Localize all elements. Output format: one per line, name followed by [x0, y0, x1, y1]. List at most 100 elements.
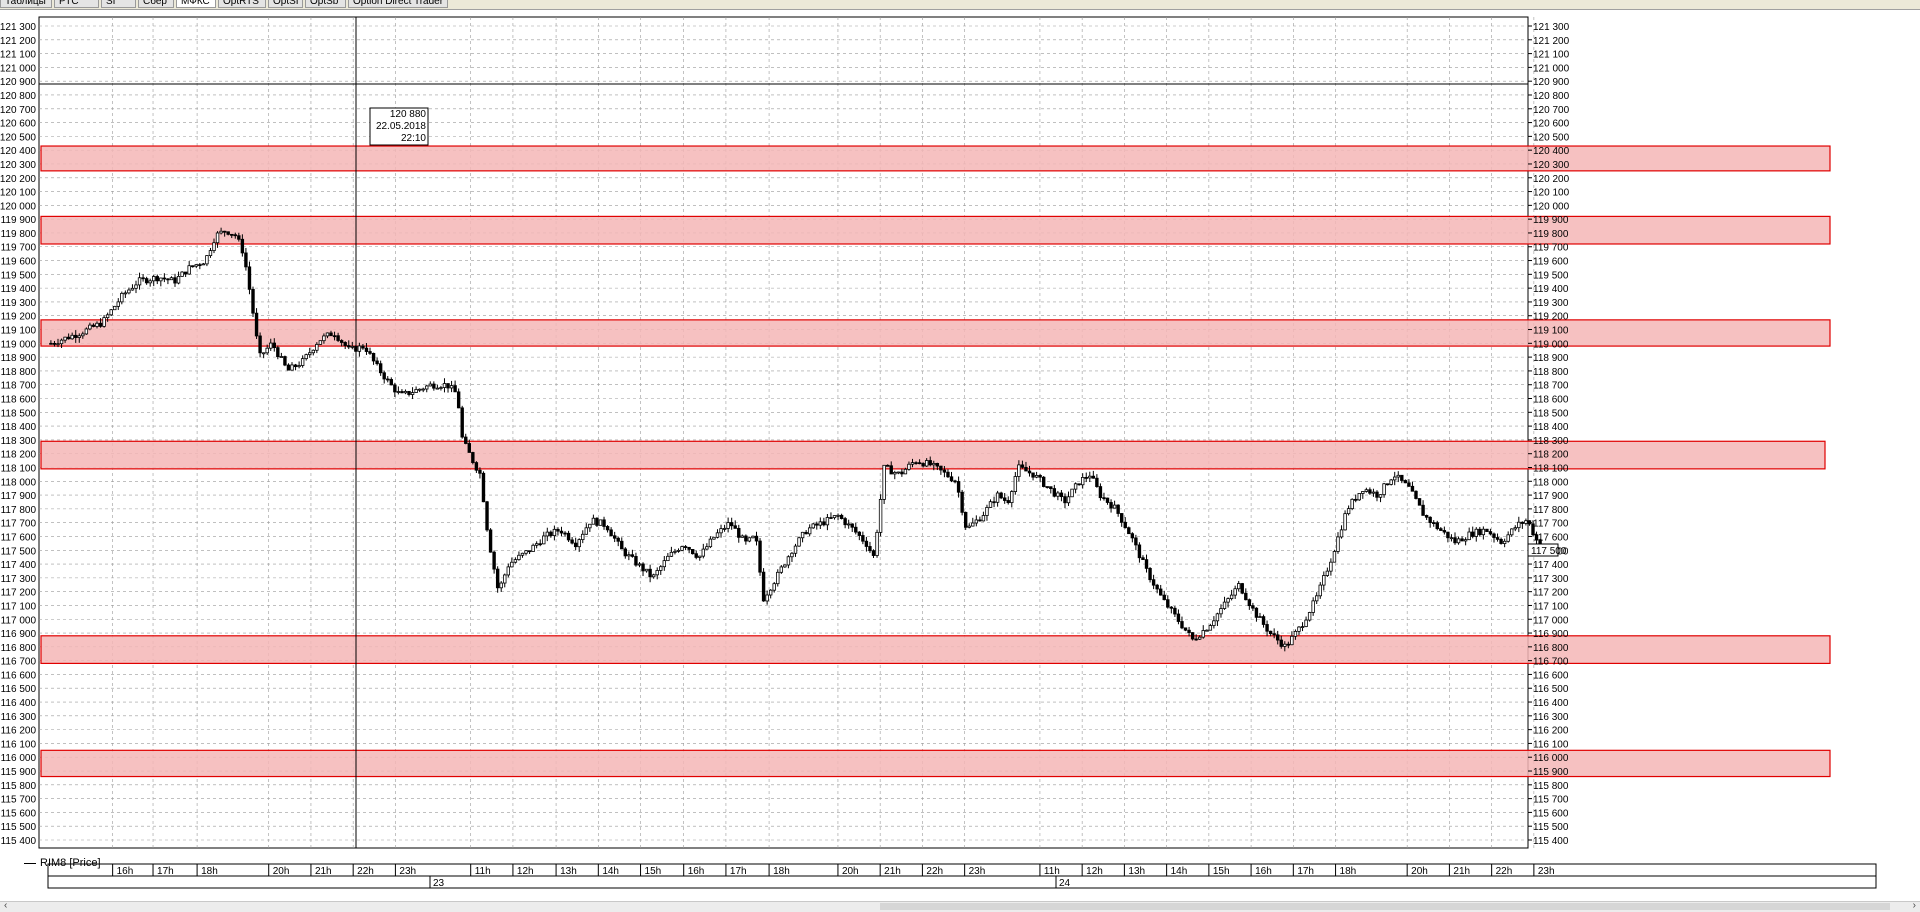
y-tick-label-right: 116 200 — [1533, 726, 1569, 737]
candle-body — [212, 242, 216, 252]
candle-body — [949, 476, 954, 482]
candle-body — [988, 501, 993, 508]
candle-body — [449, 385, 454, 389]
candle-body — [272, 342, 276, 349]
y-tick-label-right: 117 200 — [1533, 588, 1569, 599]
candle-body — [464, 436, 468, 444]
tab-6[interactable]: OptSI — [268, 0, 303, 8]
candle-body — [648, 568, 652, 578]
candle-body — [829, 517, 833, 519]
candle-body — [822, 521, 826, 526]
candle-body — [995, 492, 1000, 503]
crosshair — [39, 17, 1528, 848]
y-tick-label-right: 121 000 — [1533, 63, 1570, 74]
candle-body — [1499, 538, 1503, 544]
y-tick-label-left: 117 700 — [1, 519, 37, 530]
y-tick-label-left: 117 900 — [1, 491, 37, 502]
tab-8[interactable]: Option Direct Trader — [348, 0, 448, 8]
candle-body — [1357, 493, 1361, 501]
scroll-left-arrow-icon[interactable]: ‹ — [4, 900, 8, 911]
candle-body — [1215, 613, 1220, 622]
y-tick-label-right: 116 000 — [1533, 753, 1569, 764]
candle-body — [105, 314, 110, 319]
candle-body — [552, 528, 557, 537]
y-tick-label-right: 117 700 — [1533, 519, 1569, 530]
tab-5[interactable]: OptRTS — [218, 0, 266, 8]
candle-body — [1517, 521, 1521, 529]
candle-body — [907, 463, 911, 470]
candle-body — [1098, 486, 1103, 499]
tab-3[interactable]: Сбер — [138, 0, 174, 8]
candle-body — [1059, 492, 1064, 498]
candle-body — [290, 364, 294, 371]
y-tick-label-right: 119 800 — [1533, 229, 1569, 240]
y-tick-label-right: 120 600 — [1533, 119, 1570, 130]
candle-body — [382, 372, 386, 380]
candle-body — [864, 540, 869, 547]
candle-body — [616, 537, 620, 542]
tab-bar: Таблицы РТС SI Сбер МФКС OptRTS OptSI OptSb Opti… — [0, 0, 1920, 10]
candle-body — [1077, 483, 1081, 486]
candle-body — [183, 271, 188, 275]
candle-body — [400, 391, 404, 394]
candle-body — [1205, 629, 1209, 632]
candle-body — [971, 522, 975, 527]
y-tick-label-left: 118 100 — [1, 463, 37, 474]
candle-body — [889, 465, 893, 475]
candle-body — [378, 363, 383, 374]
candle-body — [1162, 594, 1166, 601]
scrollbar-thumb[interactable] — [880, 903, 1890, 910]
candle-body — [1410, 485, 1415, 492]
y-tick-label-right: 115 400 — [1533, 836, 1569, 847]
x-tick-label: 17h — [1297, 866, 1314, 877]
candle-body — [1144, 559, 1149, 569]
tab-4[interactable]: МФКС — [176, 0, 216, 8]
candle-body — [1116, 504, 1120, 514]
x-tick-label: 16h — [117, 866, 134, 877]
candle-body — [1166, 599, 1170, 608]
candle-body — [1031, 472, 1035, 478]
tab-1[interactable]: РТС — [54, 0, 99, 8]
candle-body — [1510, 528, 1514, 536]
level-zone — [40, 319, 1831, 347]
y-tick-label-left: 117 000 — [1, 615, 37, 626]
y-tick-label-left: 118 700 — [1, 381, 37, 392]
tab-2[interactable]: SI — [101, 0, 136, 8]
x-tick-label: 22h — [357, 866, 374, 877]
candle-body — [662, 560, 667, 568]
candle-body — [680, 546, 684, 551]
candle-body — [1524, 520, 1528, 524]
candle-body — [839, 514, 844, 519]
candle-body — [1485, 528, 1489, 532]
candle-body — [481, 472, 486, 503]
candle-body — [52, 342, 57, 345]
candle-body — [1325, 570, 1330, 576]
candle-body — [56, 343, 60, 346]
candle-body — [1190, 632, 1195, 640]
candle-body — [1534, 534, 1539, 541]
candle-body — [492, 551, 496, 570]
y-tick-label-left: 116 500 — [1, 684, 37, 695]
tab-7[interactable]: OptSb — [305, 0, 346, 8]
y-tick-label-left: 115 400 — [1, 836, 37, 847]
horizontal-scrollbar[interactable]: ‹ › — [0, 900, 1920, 912]
y-tick-label-right: 120 100 — [1533, 188, 1570, 199]
candle-body — [1442, 530, 1447, 533]
candle-body — [407, 390, 411, 395]
y-tick-label-left: 119 200 — [1, 312, 37, 323]
scroll-right-arrow-icon[interactable]: › — [1912, 900, 1916, 911]
x-tick-label: 11h — [475, 866, 491, 877]
y-tick-label-right: 116 900 — [1533, 629, 1569, 640]
candle-body — [563, 532, 567, 535]
y-tick-label-right: 117 900 — [1533, 491, 1569, 502]
current-price-marker: 117 500 — [1527, 543, 1567, 557]
tab-0[interactable]: Таблицы — [0, 0, 52, 8]
candle-body — [1233, 588, 1237, 596]
y-tick-label-left: 116 300 — [1, 712, 37, 723]
x-tick-label: 18h — [201, 866, 218, 877]
candle-body — [534, 543, 539, 546]
candle-body — [1112, 504, 1117, 509]
candle-body — [871, 550, 876, 556]
candle-body — [559, 530, 564, 534]
